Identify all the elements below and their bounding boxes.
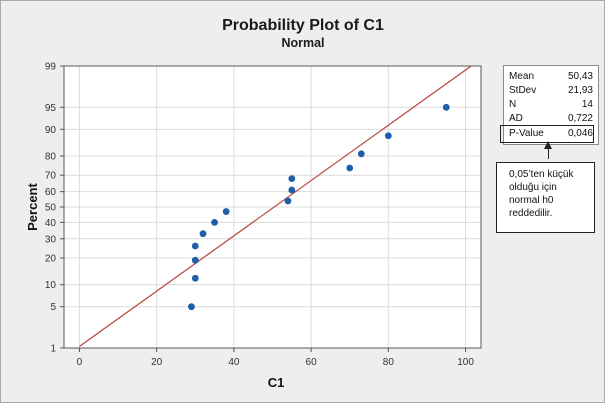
data-point (357, 150, 365, 158)
y-tick-label: 60 (45, 187, 57, 198)
stat-key: Mean (509, 71, 535, 82)
x-tick-label: 20 (151, 357, 163, 368)
stat-value: 0,046 (567, 128, 593, 139)
data-point (384, 132, 392, 140)
y-tick-label: 90 (45, 125, 57, 136)
y-tick-label: 1 (50, 344, 56, 355)
stat-row-mean: Mean 50,43 (509, 71, 593, 84)
plot-border (63, 65, 482, 349)
y-tick-label: 10 (45, 280, 57, 291)
note-line: 0,05’ten küçük (509, 169, 574, 180)
stat-key: StDev (509, 85, 537, 96)
data-point (188, 303, 195, 311)
y-tick-label: 20 (45, 254, 57, 265)
chart-subtitle: Normal (281, 36, 324, 50)
stat-row-p-value: P-Value 0,046 (509, 128, 593, 141)
y-tick-label: 70 (45, 171, 57, 182)
fit-line (79, 65, 472, 347)
y-tick-label: 50 (45, 203, 57, 214)
data-point (442, 103, 450, 111)
note-line: normal h0 (509, 195, 554, 206)
x-tick-label: 60 (306, 357, 318, 368)
y-tick-label: 40 (45, 218, 57, 229)
data-point (288, 186, 296, 194)
y-tick-label: 80 (45, 151, 57, 162)
stat-key: N (509, 99, 517, 110)
data-point (346, 164, 354, 172)
x-tick-label: 40 (228, 357, 240, 368)
stat-row-stdev: StDev 21,93 (509, 85, 593, 98)
note-line: reddedilir. (509, 208, 553, 219)
data-point (211, 218, 218, 226)
stat-value: 21,93 (567, 85, 593, 96)
data-point (284, 197, 292, 205)
data-point (222, 208, 230, 215)
note-line: olduğu için (509, 182, 557, 193)
stat-row-ad: AD 0,722 (509, 113, 593, 126)
stats-legend: Mean 50,43 StDev 21,93 N 14 AD 0,722 P-V… (503, 65, 599, 145)
stat-key: P-Value (509, 128, 544, 139)
chart-title: Probability Plot of C1 (222, 17, 384, 34)
stat-key: AD (509, 113, 523, 124)
stat-value: 0,722 (567, 113, 593, 124)
data-point (288, 175, 296, 183)
y-axis-label: Percent (25, 182, 40, 230)
data-point (199, 230, 207, 238)
x-tick-label: 0 (77, 357, 83, 368)
stat-value: 14 (581, 99, 593, 110)
y-tick-label: 99 (45, 62, 57, 73)
plot-area: 0 20 40 60 80 100 1 5 10 20 30 40 50 60 70 80 90 95 99 (45, 62, 482, 368)
y-tick-label: 30 (45, 234, 57, 245)
x-tick-label: 80 (383, 357, 395, 368)
data-point (191, 242, 199, 250)
annotation-arrow-head (544, 141, 552, 149)
x-tick-label: 100 (457, 357, 474, 368)
stat-value: 50,43 (567, 71, 593, 82)
y-tick-label: 5 (50, 302, 56, 313)
data-point (191, 256, 199, 264)
stat-row-n: N 14 (509, 99, 593, 112)
annotation-arrow-line (548, 144, 549, 159)
annotation-note: 0,05’ten küçük olduğu için normal h0 red… (496, 162, 595, 233)
y-tick-label: 95 (45, 103, 57, 114)
x-axis-label: C1 (268, 375, 285, 390)
data-point (191, 274, 199, 282)
